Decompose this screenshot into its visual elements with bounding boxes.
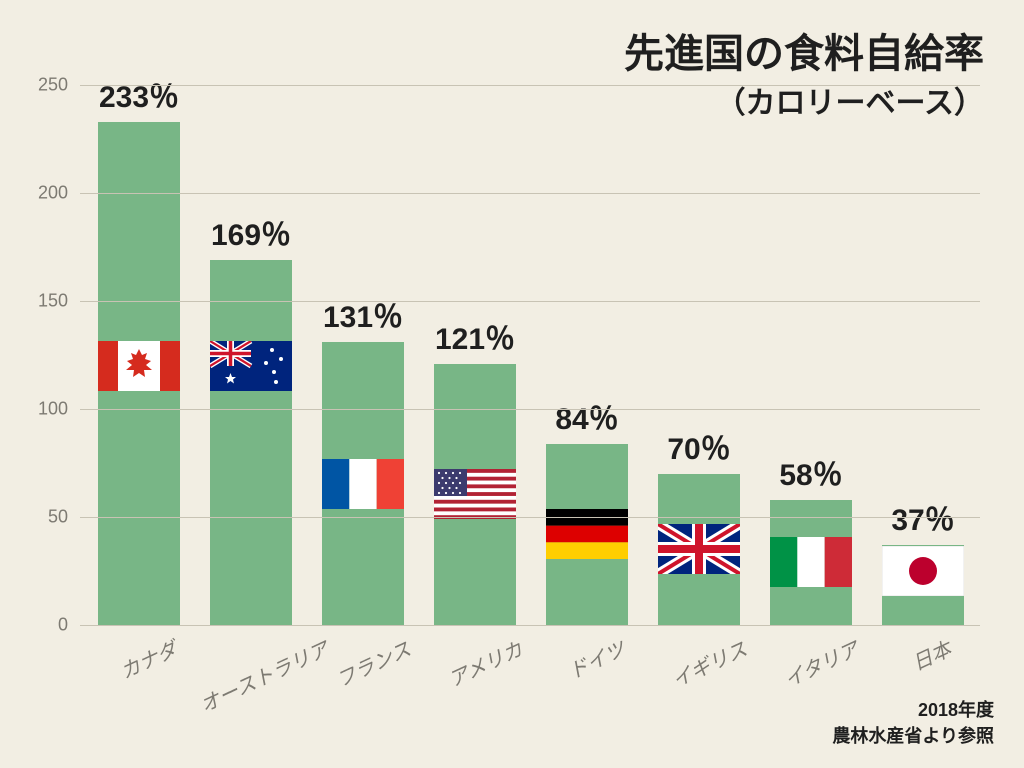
bar-value-label: 233％	[99, 72, 179, 116]
chart-plot-area: 233％カナダ 169％オーストラリア 131％フランス 121％アメリカ 84％ドイツ…	[80, 85, 980, 625]
france-flag-icon	[322, 459, 404, 509]
bar-value-label: 58％	[779, 450, 842, 494]
chart-footer: 2018年度 農林水産省より参照	[832, 696, 994, 748]
bar-x-label: オーストラリア	[195, 633, 333, 718]
bar-x-label: フランス	[331, 633, 415, 693]
bar-x-label: カナダ	[115, 633, 182, 685]
bar	[210, 260, 292, 625]
bar-x-label: イギリス	[666, 633, 751, 693]
y-axis-label: 100	[38, 399, 68, 420]
footer-line-1: 2018年度	[832, 696, 994, 722]
bar-x-label: イタリア	[779, 633, 863, 693]
chart-title: 先進国の食料自給率	[624, 30, 984, 78]
bar-x-label: ドイツ	[563, 633, 630, 685]
bar-group: 37％日本	[882, 85, 964, 625]
italy-flag-icon	[770, 537, 852, 587]
usa-flag-icon	[434, 469, 516, 519]
y-axis-label: 250	[38, 75, 68, 96]
bar-group: 70％イギリス	[658, 85, 740, 625]
bar-group: 169％オーストラリア	[210, 85, 292, 625]
japan-flag-icon	[882, 546, 964, 596]
bar-group: 233％カナダ	[98, 85, 180, 625]
bars-container: 233％カナダ 169％オーストラリア 131％フランス 121％アメリカ 84％ドイツ…	[80, 85, 980, 625]
y-axis-label: 200	[38, 183, 68, 204]
bar-group: 121％アメリカ	[434, 85, 516, 625]
bar-value-label: 169％	[211, 210, 291, 254]
y-gridline	[80, 301, 980, 302]
australia-flag-icon	[210, 341, 292, 391]
bar-value-label: 84％	[555, 394, 618, 438]
y-axis-label: 0	[58, 615, 68, 636]
y-gridline	[80, 409, 980, 410]
canada-flag-icon	[98, 341, 180, 391]
bar-group: 84％ドイツ	[546, 85, 628, 625]
y-gridline	[80, 193, 980, 194]
y-gridline	[80, 625, 980, 626]
bar-x-label: 日本	[907, 633, 956, 676]
y-axis-label: 150	[38, 291, 68, 312]
bar-group: 58％イタリア	[770, 85, 852, 625]
bar-value-label: 70％	[667, 424, 730, 468]
bar-group: 131％フランス	[322, 85, 404, 625]
uk-flag-icon	[658, 524, 740, 574]
y-gridline	[80, 517, 980, 518]
bar-value-label: 121％	[435, 314, 515, 358]
y-axis-label: 50	[48, 507, 68, 528]
bar-value-label: 131％	[323, 292, 403, 336]
footer-line-2: 農林水産省より参照	[832, 722, 994, 748]
y-gridline	[80, 85, 980, 86]
bar-x-label: アメリカ	[443, 633, 527, 693]
